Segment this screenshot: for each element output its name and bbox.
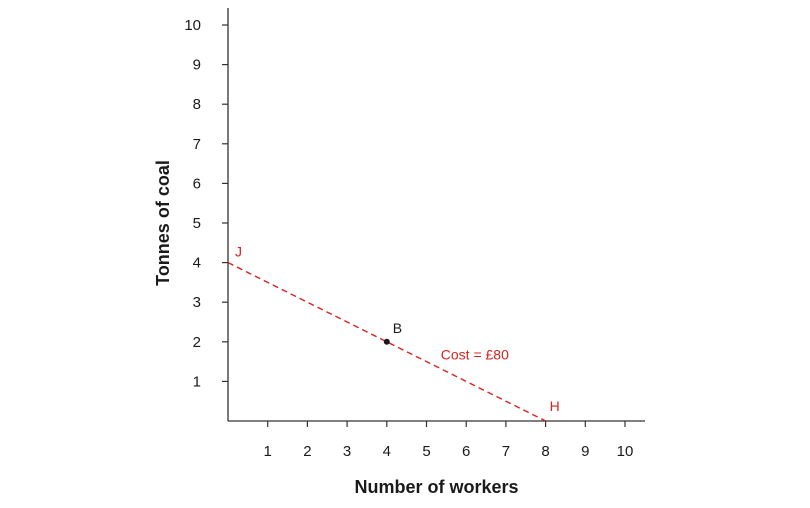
y-tick-label: 8 xyxy=(193,96,201,113)
x-tick-label: 7 xyxy=(502,443,510,460)
x-tick-label: 3 xyxy=(343,443,351,460)
y-tick-label: 10 xyxy=(184,17,201,34)
x-tick-label: 5 xyxy=(422,443,430,460)
x-tick-label: 4 xyxy=(383,443,391,460)
y-tick-label: 5 xyxy=(193,215,201,232)
y-tick-label: 4 xyxy=(193,255,201,272)
series-layer: J H Cost = £80 xyxy=(227,244,560,422)
x-tick-label: 8 xyxy=(541,443,549,460)
y-tick-label: 3 xyxy=(193,294,201,311)
cost-line xyxy=(227,261,546,422)
x-tick-label: 2 xyxy=(303,443,311,460)
x-tick-label: 6 xyxy=(462,443,470,460)
x-axis-title: Number of workers xyxy=(354,477,518,497)
x-ticks: 1 2 3 4 5 6 7 8 9 10 xyxy=(264,421,634,460)
point-label-h: H xyxy=(550,398,560,414)
y-tick-label: 2 xyxy=(193,334,201,351)
y-axis-title: Tonnes of coal xyxy=(153,160,173,286)
points-layer: B xyxy=(383,320,402,345)
x-tick-label: 10 xyxy=(617,443,634,460)
point-label-b: B xyxy=(393,320,402,336)
series-label: Cost = £80 xyxy=(441,347,509,363)
y-tick-label: 9 xyxy=(193,57,201,74)
point-b-marker xyxy=(383,338,390,345)
axes xyxy=(227,8,645,422)
x-tick-label: 9 xyxy=(581,443,589,460)
y-tick-label: 6 xyxy=(193,175,201,192)
point-label-j: J xyxy=(235,244,242,260)
y-tick-label: 7 xyxy=(193,136,201,153)
y-tick-label: 1 xyxy=(193,373,201,390)
y-ticks: 1 2 3 4 5 6 7 8 9 10 xyxy=(184,17,228,390)
x-tick-label: 1 xyxy=(264,443,272,460)
